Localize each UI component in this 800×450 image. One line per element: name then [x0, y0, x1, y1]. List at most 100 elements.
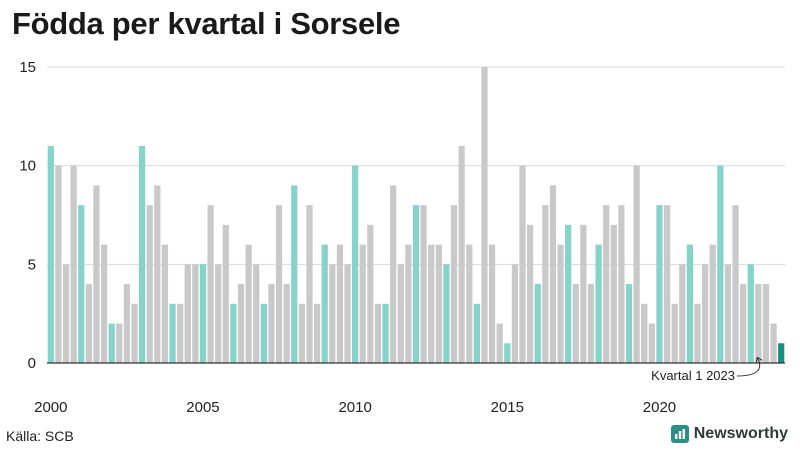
- bar: [724, 264, 732, 363]
- bar: [496, 323, 503, 363]
- bar: [131, 303, 138, 363]
- x-tick-label: 2000: [34, 399, 67, 416]
- bar: [420, 205, 427, 363]
- bar: [625, 284, 633, 363]
- bar: [382, 303, 389, 363]
- bar: [755, 284, 762, 363]
- bar: [78, 205, 85, 363]
- bar: [374, 303, 382, 363]
- bar: [344, 264, 351, 363]
- bar: [55, 165, 62, 363]
- bar: [778, 343, 785, 363]
- bar: [260, 303, 267, 363]
- bar: [466, 244, 473, 363]
- bar: [740, 284, 747, 363]
- bar: [184, 264, 191, 363]
- bar: [367, 224, 374, 363]
- bar: [747, 264, 754, 363]
- bar: [306, 205, 313, 363]
- bar: [762, 284, 770, 363]
- bar: [405, 244, 412, 363]
- bar: [458, 145, 465, 363]
- bar: [154, 185, 161, 363]
- bar: [481, 67, 488, 363]
- bar: [770, 323, 777, 363]
- bar: [123, 284, 131, 363]
- bar: [412, 205, 420, 363]
- bar: [138, 145, 146, 363]
- bar: [473, 303, 480, 363]
- bar: [359, 244, 366, 363]
- brand-logo: Newsworthy: [670, 425, 788, 443]
- x-tick-label: 2020: [643, 399, 676, 416]
- bar: [116, 323, 123, 363]
- bar: [428, 244, 435, 363]
- y-tick-label: 5: [28, 256, 36, 273]
- bar: [488, 244, 496, 363]
- bar: [245, 244, 252, 363]
- bar: [603, 205, 610, 363]
- bar: [298, 303, 305, 363]
- bar: [70, 165, 77, 363]
- bar: [291, 185, 298, 363]
- x-tick-label: 2005: [186, 399, 219, 416]
- bar: [549, 185, 557, 363]
- y-tick-label: 0: [28, 355, 36, 372]
- bar: [679, 264, 686, 363]
- bar: [641, 303, 648, 363]
- bar: [192, 264, 199, 363]
- x-tick-label: 2015: [491, 399, 524, 416]
- brand-name: Newsworthy: [693, 425, 788, 442]
- bar: [542, 205, 549, 363]
- bar: [47, 145, 54, 363]
- bar: [694, 303, 701, 363]
- bar: [709, 244, 716, 363]
- bar: [450, 205, 458, 363]
- bar: [207, 205, 214, 363]
- bar: [557, 244, 564, 363]
- bar: [329, 264, 336, 363]
- bar: [146, 205, 153, 363]
- bar: [313, 303, 321, 363]
- bar: [580, 224, 587, 363]
- annotation-arrowhead: [755, 356, 763, 364]
- bar: [686, 244, 694, 363]
- bar: [253, 264, 260, 363]
- bar: [618, 205, 625, 363]
- bar: [397, 264, 404, 363]
- x-tick-label: 2010: [338, 399, 371, 416]
- bar: [572, 284, 579, 363]
- bar: [587, 284, 595, 363]
- bar: [321, 244, 328, 363]
- bar: [701, 264, 709, 363]
- bar: [565, 224, 572, 363]
- bar: [215, 264, 222, 363]
- y-tick-label: 15: [19, 59, 36, 76]
- bar: [435, 244, 442, 363]
- bar: [237, 284, 245, 363]
- bar: [633, 165, 640, 363]
- newsworthy-logo-icon: [670, 425, 689, 443]
- bar: [534, 284, 541, 363]
- bar: [511, 264, 519, 363]
- bar: [283, 284, 290, 363]
- source-note: Källa: SCB: [6, 428, 74, 444]
- bar: [85, 284, 92, 363]
- bar: [336, 244, 344, 363]
- bar: [352, 165, 359, 363]
- y-tick-label: 10: [19, 158, 36, 175]
- bar: [443, 264, 450, 363]
- bar: [268, 284, 275, 363]
- bar: [648, 323, 655, 363]
- bar: [199, 264, 207, 363]
- bar: [62, 264, 70, 363]
- bar: [504, 343, 511, 363]
- bar: [222, 224, 229, 363]
- bar: [656, 205, 663, 363]
- bar: [177, 303, 184, 363]
- bar: [663, 205, 671, 363]
- bar: [169, 303, 176, 363]
- bar: [610, 224, 617, 363]
- bar: [161, 244, 169, 363]
